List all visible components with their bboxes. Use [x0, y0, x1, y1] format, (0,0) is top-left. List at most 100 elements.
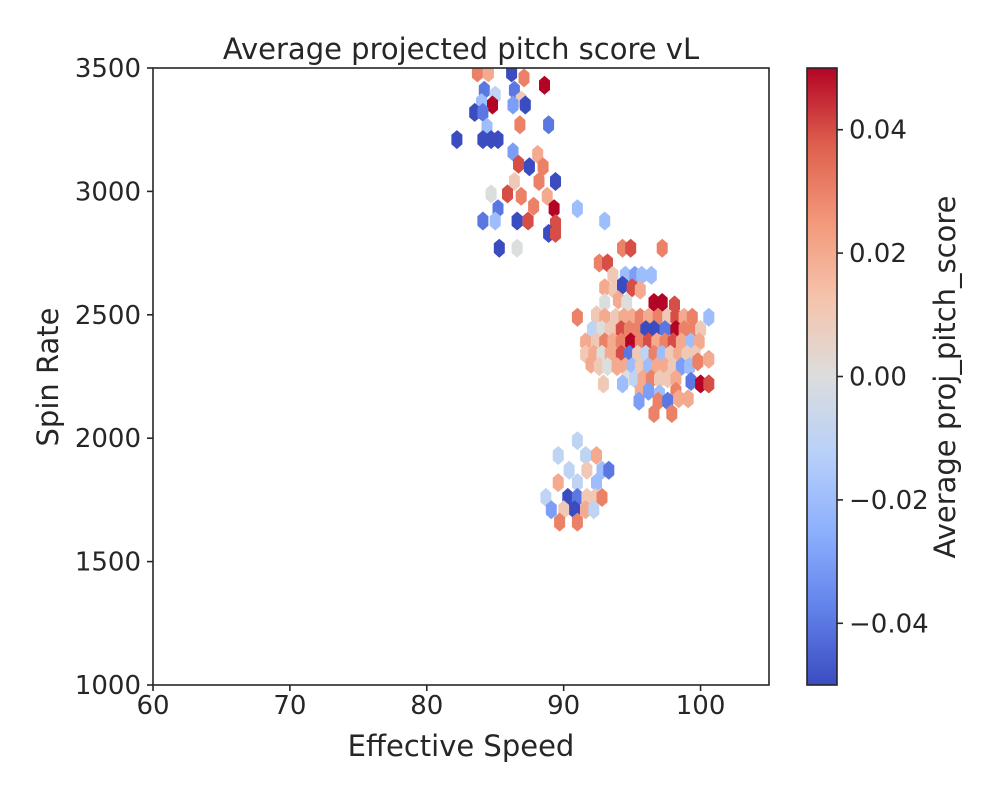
- y-tick-label-2500: 2500: [75, 301, 141, 331]
- hex-cell-161: [666, 404, 678, 423]
- hex-cell-140: [629, 369, 641, 389]
- y-tick-label-1000: 1000: [75, 671, 141, 701]
- hex-cell-183: [588, 500, 600, 520]
- colorbar-tick-label-1: −0.02: [849, 486, 929, 516]
- hex-cell-149: [597, 374, 609, 394]
- hex-cell-170: [552, 473, 564, 493]
- hex-cell-41: [522, 211, 534, 231]
- y-tick-label-1500: 1500: [75, 548, 141, 578]
- hex-cell-30: [485, 184, 497, 204]
- hex-cell-23: [532, 144, 544, 164]
- hex-cell-16: [514, 115, 526, 135]
- hex-cell-31: [502, 184, 513, 204]
- hex-cell-10: [487, 95, 498, 115]
- hex-cell-21: [492, 130, 504, 150]
- hex-cell-53: [607, 265, 619, 285]
- hex-cell-150: [617, 374, 628, 394]
- y-tick-label-3000: 3000: [75, 177, 141, 207]
- hex-cell-39: [489, 211, 501, 231]
- hex-cell-96: [580, 332, 592, 352]
- hex-cell-82: [703, 307, 715, 327]
- hex-cell-38: [477, 211, 489, 231]
- hex-cell-18: [451, 130, 463, 150]
- hex-cell-163: [552, 446, 564, 465]
- hex-cell-22: [507, 142, 519, 162]
- hex-cell-126: [602, 357, 613, 377]
- colorbar-tick-label-0: −0.04: [849, 609, 929, 639]
- hex-cell-46: [493, 238, 505, 258]
- hex-cell-27: [533, 172, 545, 191]
- hex-cell-137: [692, 352, 704, 372]
- hex-cell-145: [670, 369, 682, 389]
- hex-cell-100: [615, 332, 627, 352]
- hex-cell-3: [518, 68, 530, 88]
- hex-cell-1: [482, 68, 494, 83]
- x-axis-label: Effective Speed: [348, 729, 575, 763]
- x-tick-label-80: 80: [410, 691, 443, 721]
- hex-cell-43: [599, 211, 611, 231]
- hex-cell-166: [563, 460, 575, 480]
- hex-cell-4: [539, 75, 550, 95]
- hex-cell-158: [673, 389, 685, 409]
- chart-title: Average projected pitch score vL: [223, 32, 699, 66]
- x-tick-label-60: 60: [136, 691, 169, 721]
- hex-cell-25: [523, 157, 535, 177]
- hex-cell-178: [596, 487, 608, 507]
- hex-cell-26: [537, 157, 549, 177]
- hex-cell-173: [540, 487, 552, 507]
- hex-cell-165: [591, 446, 602, 465]
- hex-cell-14: [477, 102, 489, 122]
- hex-cell-11: [507, 95, 519, 115]
- hex-cell-57: [645, 265, 657, 285]
- y-tick-label-2000: 2000: [75, 424, 141, 454]
- hex-cell-56: [636, 265, 648, 285]
- hex-cell-33: [541, 186, 553, 206]
- hex-cell-162: [571, 431, 583, 451]
- x-axis: 60 70 80 90 100: [136, 685, 725, 721]
- hex-cell-146: [685, 371, 697, 391]
- hex-cell-49: [625, 238, 637, 258]
- hex-cell-12: [519, 95, 531, 115]
- hex-cell-37: [571, 199, 583, 219]
- hex-cell-152: [643, 381, 654, 401]
- hex-cell-171: [571, 473, 583, 493]
- x-tick-label-90: 90: [547, 691, 580, 721]
- hex-cell-29: [508, 172, 520, 191]
- hex-cell-58: [599, 278, 611, 298]
- hex-cell-179: [545, 500, 557, 520]
- hex-cell-2: [506, 68, 518, 83]
- hex-cell-50: [656, 238, 668, 258]
- hex-cell-65: [621, 293, 633, 312]
- colorbar-tick-label-3: 0.02: [849, 239, 907, 269]
- hex-cell-159: [682, 389, 694, 409]
- colorbar-label: Average proj_pitch_score: [928, 196, 962, 559]
- hex-cell-67: [656, 293, 668, 312]
- hexbin-cells: [451, 68, 715, 532]
- hex-cell-164: [580, 446, 592, 465]
- colorbar: [806, 67, 838, 686]
- y-tick-label-3500: 3500: [75, 54, 141, 84]
- plot-frame: [152, 67, 770, 686]
- hex-cell-69: [571, 307, 583, 327]
- hex-cell-47: [511, 238, 523, 258]
- x-tick-label-100: 100: [676, 691, 726, 721]
- hex-cell-35: [528, 196, 540, 216]
- hex-cell-24: [513, 154, 524, 174]
- colorbar-tick-label-2: 0.00: [849, 363, 907, 393]
- hex-cell-0: [471, 68, 483, 83]
- hex-cell-45: [550, 223, 561, 243]
- hex-cell-167: [581, 460, 593, 480]
- hex-cell-124: [585, 354, 597, 374]
- hex-cell-28: [550, 172, 561, 191]
- hex-cell-62: [634, 280, 646, 300]
- hex-cell-138: [703, 349, 715, 369]
- hex-cell-17: [543, 115, 555, 135]
- hex-cell-169: [603, 460, 615, 480]
- hex-cell-60: [617, 275, 628, 295]
- hex-cell-52: [602, 253, 613, 273]
- hex-cell-40: [511, 211, 523, 231]
- hex-cell-172: [591, 473, 602, 493]
- hex-cell-32: [515, 186, 527, 206]
- y-axis: 1000 1500 2000 2500 3000 3500: [75, 54, 153, 701]
